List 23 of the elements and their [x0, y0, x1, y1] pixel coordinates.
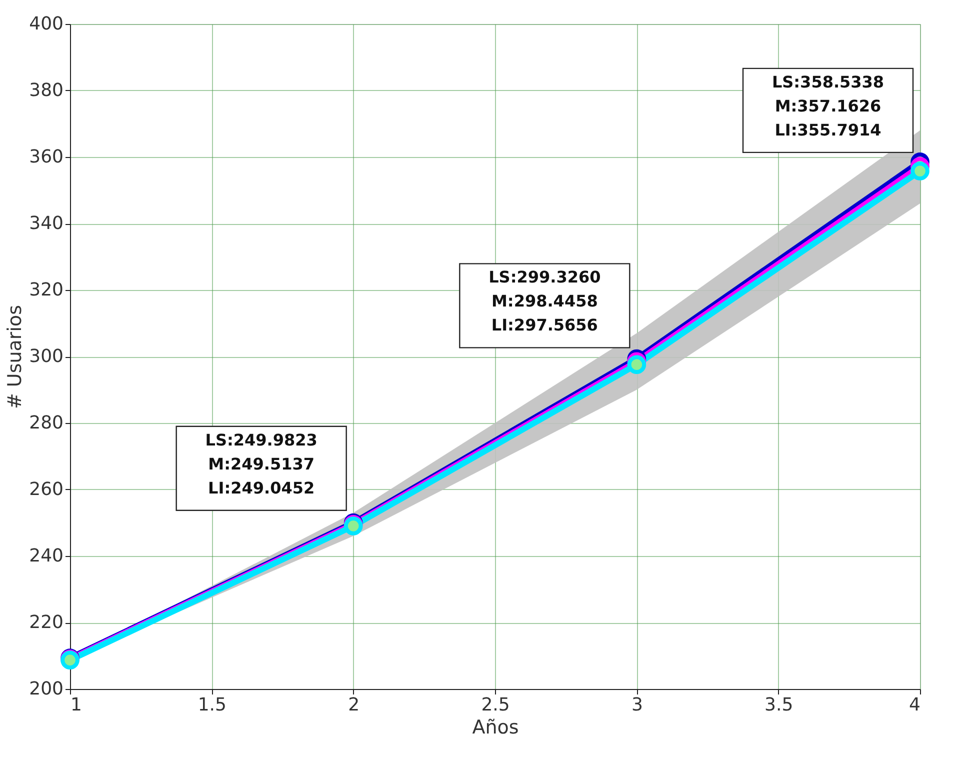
annotation: LS:299.3260 M:298.4458 LI:297.5656	[488, 268, 601, 335]
y-tick-label: 380	[29, 80, 64, 101]
annotation: LS:249.9823 M:249.5137 LI:249.0452	[205, 430, 318, 498]
y-tick-label: 320	[29, 280, 64, 300]
x-tick-label: 2.5	[481, 694, 510, 716]
y-tick-label: 280	[29, 412, 64, 434]
y-tick-label: 300	[29, 346, 64, 367]
y-tick-label: 240	[29, 546, 64, 566]
y-tick-label: 400	[29, 14, 64, 34]
y-tick-label: 360	[29, 146, 64, 168]
x-tick-label: 1	[70, 694, 82, 716]
y-tick-label: 220	[29, 612, 64, 633]
x-tick-label: 1.5	[198, 694, 226, 716]
y-tick-label: 260	[29, 479, 64, 500]
y-axis-title: # Usuarios	[4, 304, 26, 410]
x-tick-label: 4	[909, 694, 920, 716]
y-tick-label: 200	[29, 678, 64, 700]
x-axis-title: Años	[472, 716, 519, 738]
x-tick-label: 2	[348, 694, 360, 716]
annotation: LS:358.5338 M:357.1626 LI:355.7914	[772, 72, 884, 140]
y-tick-label: 340	[29, 213, 64, 234]
x-tick-label: 3.5	[764, 694, 794, 716]
x-tick-label: 3	[631, 694, 643, 716]
